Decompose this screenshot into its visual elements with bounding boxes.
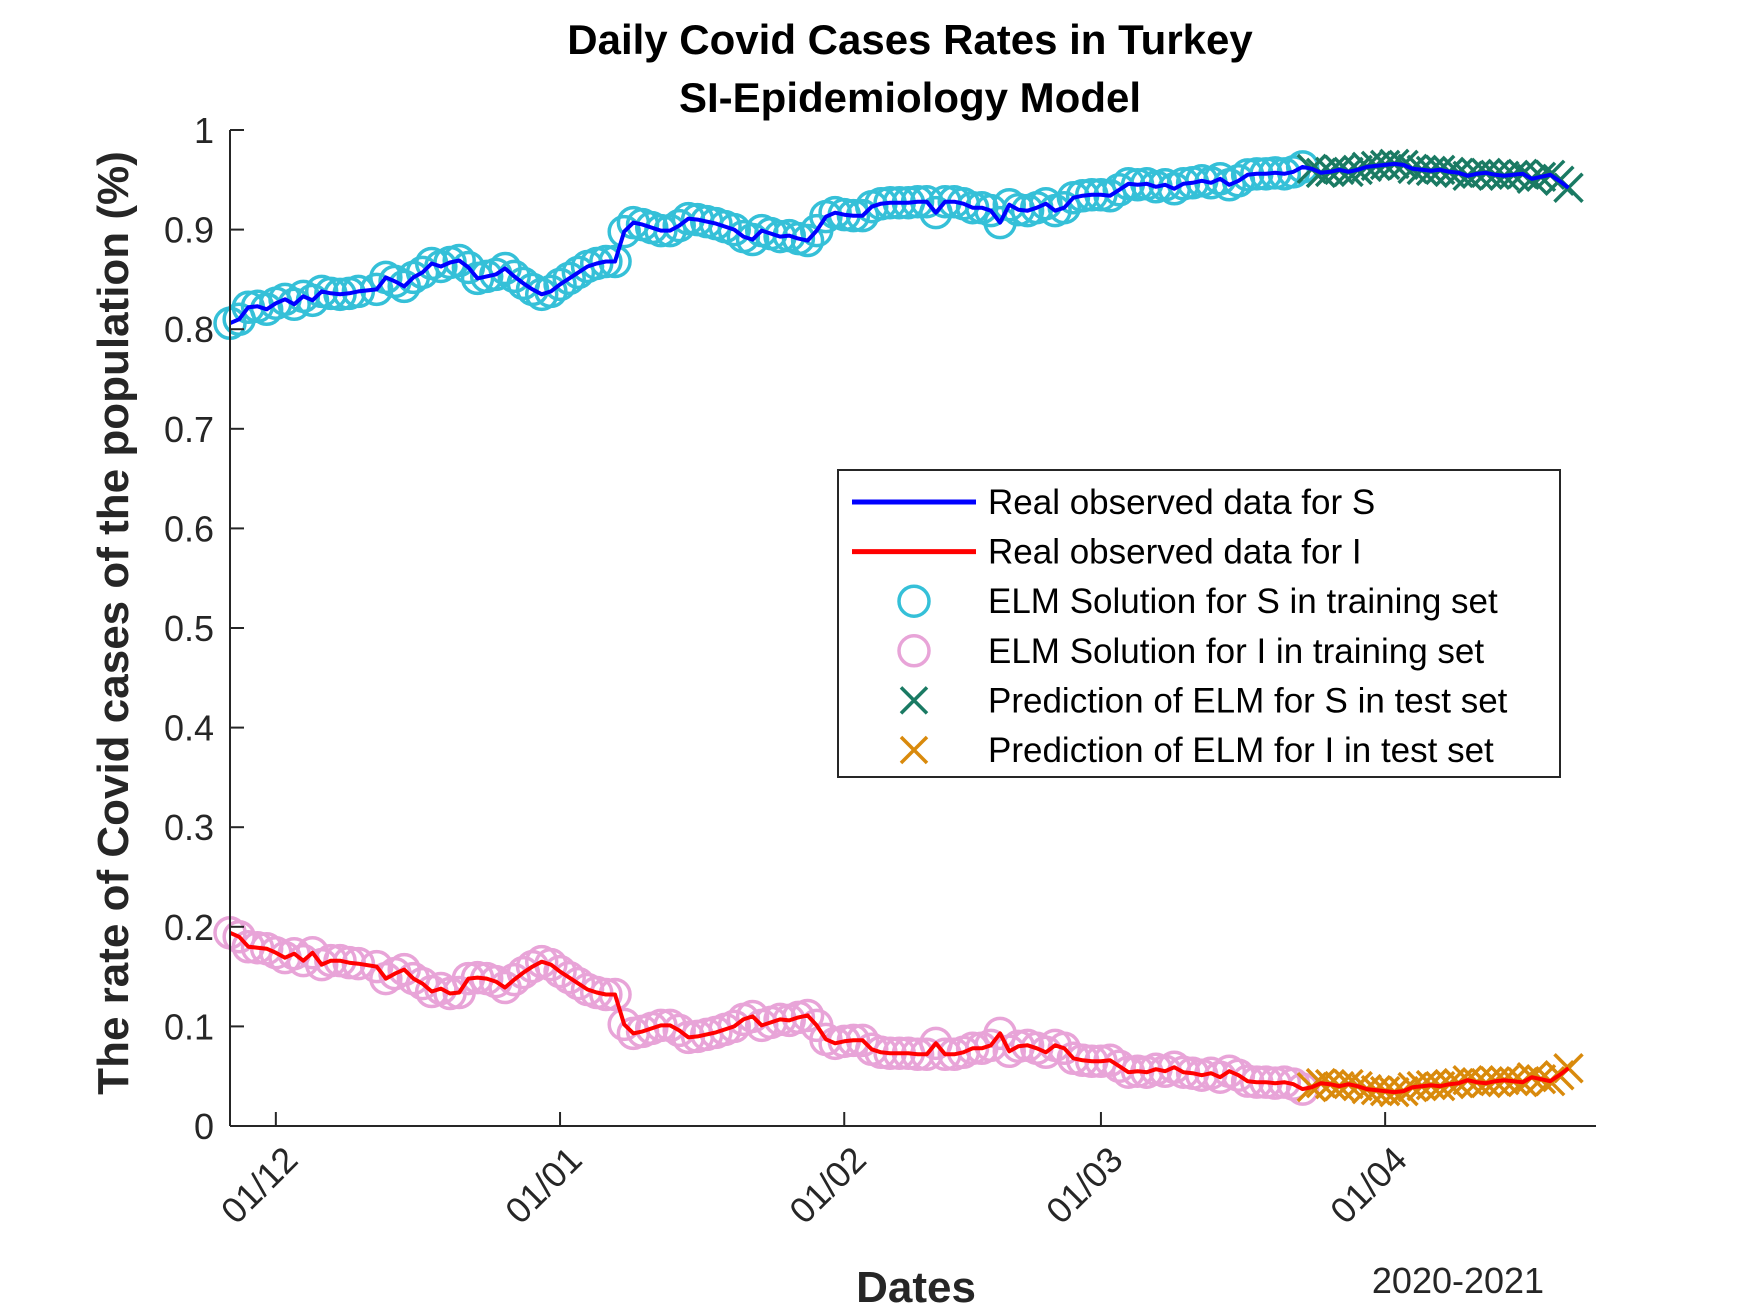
- x-tick-label: 01/02: [781, 1139, 874, 1232]
- y-tick-label: 1: [194, 110, 214, 151]
- legend-label: Prediction of ELM for I in test set: [988, 731, 1494, 770]
- elm-I-train-marker: [836, 1023, 871, 1058]
- elm-S-train-marker: [1203, 162, 1237, 196]
- legend-swatch-cross: [899, 735, 929, 765]
- y-tick-label: 0.1: [164, 1006, 214, 1047]
- real-I-line: [229, 930, 1570, 1095]
- elm-S-train-marker: [644, 213, 678, 248]
- elm-I-train-marker: [735, 999, 770, 1034]
- elm-S-train-marker: [589, 244, 623, 279]
- y-tick-label: 0.7: [164, 409, 214, 450]
- y-axis-title: The rate of Covid cases of the populatio…: [89, 151, 138, 1095]
- elm-S-train-marker: [662, 208, 696, 243]
- elm-S-train-marker: [735, 222, 770, 257]
- elm-I-train-marker: [589, 977, 623, 1012]
- elm-S-train-marker: [790, 223, 825, 258]
- elm-I-train-marker: [341, 946, 376, 981]
- elm-S-train-marker: [836, 198, 871, 233]
- elm-S-train-marker: [277, 287, 311, 322]
- elm-I-train-marker: [222, 920, 256, 954]
- y-tick-label: 0.3: [164, 807, 214, 848]
- legend-box: [837, 469, 1561, 778]
- legend-label: Real observed data for S: [988, 483, 1375, 522]
- y-tick-label: 0.9: [164, 210, 214, 251]
- legend: Real observed data for S Real observed da…: [837, 469, 1561, 778]
- y-tick-label: 0.4: [164, 708, 214, 749]
- elm-I-train-marker: [607, 1007, 641, 1042]
- legend-item: Prediction of ELM for I in test set: [899, 731, 1494, 770]
- legend-label: ELM Solution for I in training set: [988, 632, 1484, 671]
- elm-I-train-marker: [552, 960, 586, 995]
- legend-swatch-circle: [897, 634, 931, 668]
- elm-S-train-marker: [442, 243, 476, 278]
- elm-S-train-marker: [1285, 150, 1320, 184]
- elm-I-train-marker: [543, 954, 577, 989]
- y-tick-label: 0: [194, 1106, 214, 1147]
- y-tick-label: 0.8: [164, 309, 214, 350]
- legend-label: ELM Solution for S in training set: [988, 582, 1498, 621]
- legend-swatch-cross: [899, 686, 929, 715]
- legend-item: Prediction of ELM for S in test set: [899, 681, 1508, 720]
- legend-item: ELM Solution for I in training set: [897, 632, 1484, 671]
- y-tick-label: 0.6: [164, 508, 214, 549]
- elm-S-train-marker: [543, 267, 577, 302]
- legend-item: Real observed data for I: [852, 533, 1362, 572]
- elm-S-train-marker: [607, 214, 641, 249]
- x-axis-year-label: 2020-2021: [1372, 1260, 1544, 1301]
- chart-title-line-1: Daily Covid Cases Rates in Turkey: [567, 16, 1253, 63]
- elm-S-train-marker: [717, 212, 751, 247]
- x-tick-label: 01/04: [1322, 1139, 1415, 1232]
- y-tick-label: 0.5: [164, 608, 214, 649]
- legend-item: ELM Solution for S in training set: [897, 582, 1498, 621]
- elm-I-train-marker: [1285, 1072, 1320, 1106]
- plot-area: [213, 148, 1584, 1108]
- x-axis-title: Dates: [856, 1263, 976, 1312]
- elm-I-train-marker: [717, 1009, 751, 1044]
- legend-swatch-circle: [897, 584, 931, 618]
- elm-S-train-marker: [552, 261, 586, 296]
- elm-I-train-marker: [1203, 1060, 1237, 1094]
- real-S-line: [229, 161, 1570, 326]
- elm-I-train-marker: [662, 1013, 696, 1048]
- x-tick-label: 01/01: [497, 1139, 590, 1232]
- x-tick-label: 01/12: [213, 1139, 306, 1232]
- chart-title-line-2: SI-Epidemiology Model: [679, 74, 1141, 121]
- legend-label: Prediction of ELM for S in test set: [988, 681, 1508, 720]
- x-tick-label: 01/03: [1038, 1139, 1131, 1232]
- elm-I-train-marker: [790, 998, 825, 1033]
- elm-I-train-marker: [644, 1008, 678, 1043]
- legend-item: Real observed data for S: [852, 483, 1375, 522]
- y-tick-label: 0.2: [164, 907, 214, 948]
- legend-label: Real observed data for I: [988, 533, 1362, 572]
